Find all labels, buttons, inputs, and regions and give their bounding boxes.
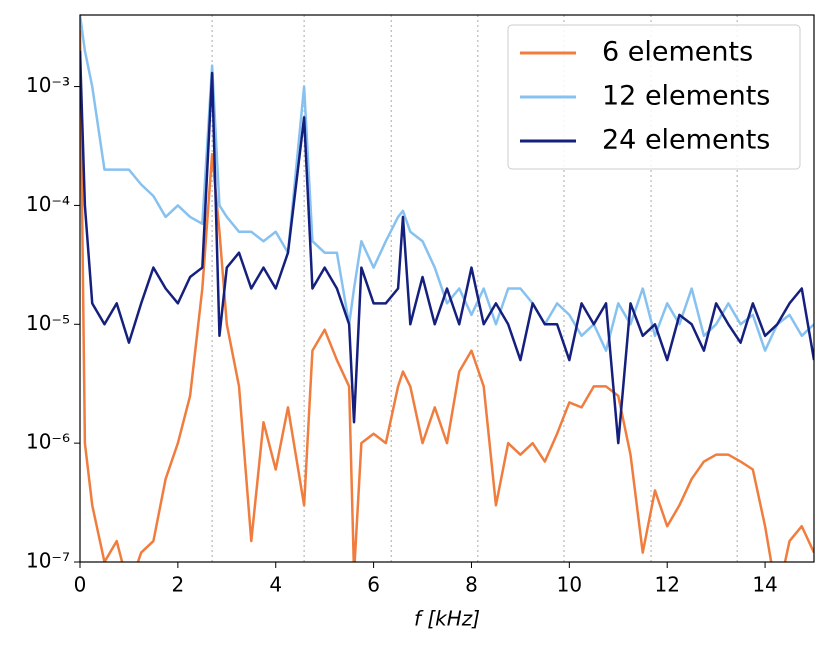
x-tick-label: 2 [171,573,184,597]
axes-layer: 0 2 4 6 8 10 12 14 10⁻⁷ 10⁻⁶ 10⁻⁵ 10⁻⁴ 10⁻³ [26,73,778,596]
x-tick-label: 8 [465,573,478,597]
series-line [80,50,814,445]
legend-label: 24 elements [602,125,770,156]
x-tick-label: 14 [752,573,777,597]
series-line [80,15,814,352]
series-line [80,29,814,562]
x-tick-label: 10 [557,573,582,597]
plot-frame [79,14,815,563]
x-tick-label: 0 [74,573,87,597]
legend-label: 6 elements [602,37,753,68]
y-tick-label: 10⁻⁶ [26,430,70,454]
y-tick-label: 10⁻³ [26,73,70,97]
legend: 6 elements 12 elements 24 elements [507,24,801,170]
x-tick-label: 6 [367,573,380,597]
x-tick-label: 12 [654,573,679,597]
y-tick-label: 10⁻⁴ [26,192,70,216]
x-tick-label: 4 [269,573,282,597]
y-tick-label: 10⁻⁵ [26,311,70,335]
legend-label: 12 elements [602,81,770,112]
legend-box [507,24,801,170]
lines-layer [80,15,814,562]
y-tick-label: 10⁻⁷ [26,549,70,573]
x-axis-label: f [kHz] [414,607,480,631]
